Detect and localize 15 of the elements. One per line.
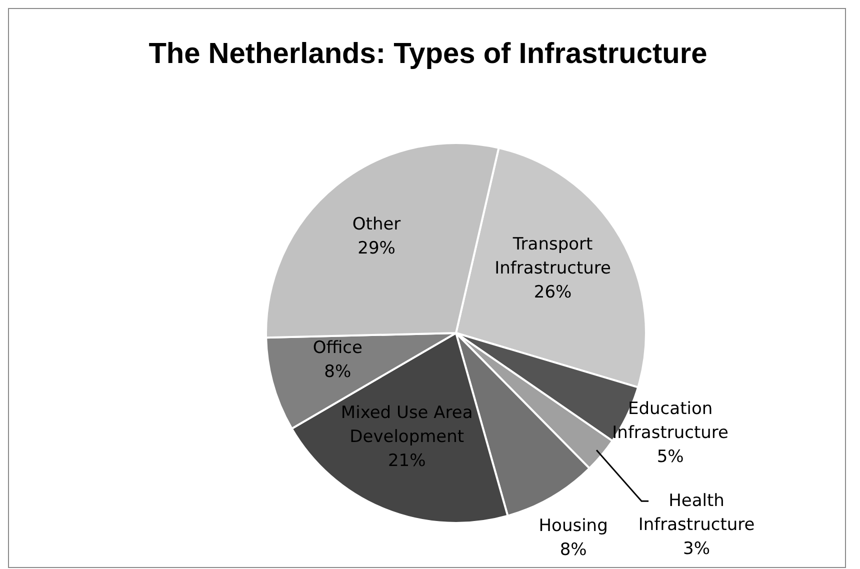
data-label: 8% xyxy=(324,362,352,382)
slice-label: Housing xyxy=(538,516,608,536)
slice-label: Other xyxy=(352,214,401,235)
data-label: 3% xyxy=(683,539,710,560)
slice-label: Transport Infrastructure xyxy=(494,234,611,279)
data-label: 8% xyxy=(560,540,587,560)
data-label: 21% xyxy=(388,451,426,472)
slice-label: Mixed Use Area Development xyxy=(340,403,473,448)
data-label: 26% xyxy=(534,282,572,303)
data-label: 29% xyxy=(358,238,396,259)
slice-label: Education Infrastructure xyxy=(612,399,728,444)
chart-title: The Netherlands: Types of Infrastructure xyxy=(148,38,708,71)
slice-label: Office xyxy=(312,338,362,358)
data-label: 5% xyxy=(656,447,684,468)
slice-label: Health Infrastructure xyxy=(638,491,755,536)
